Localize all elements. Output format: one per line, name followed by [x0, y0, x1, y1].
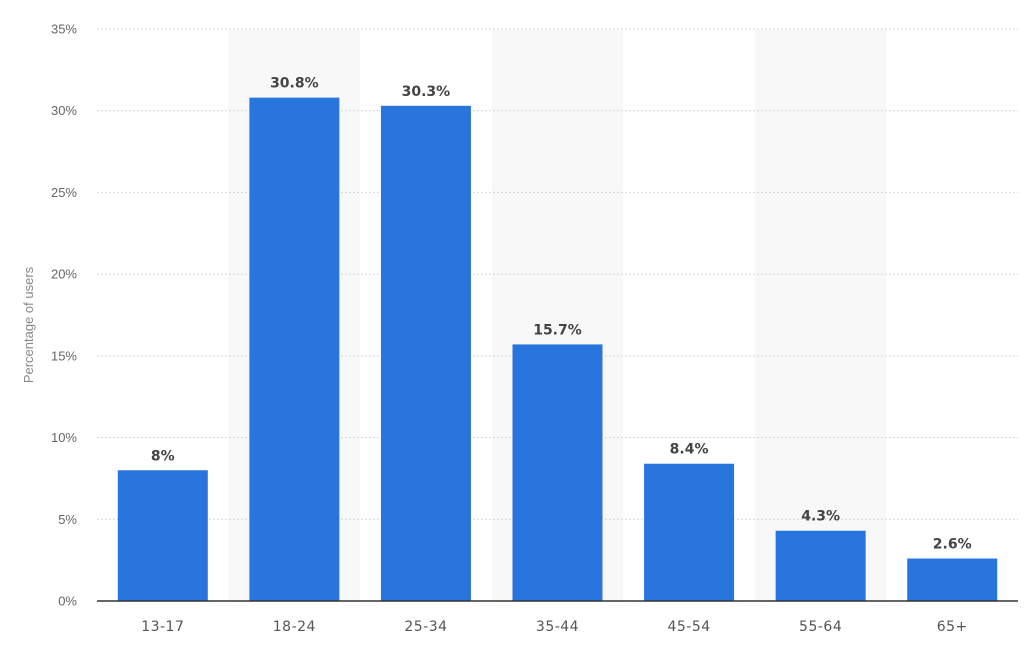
data-label: 8.4%: [670, 442, 709, 458]
y-tick-label: 35%: [51, 22, 77, 37]
x-tick-label: 25-34: [404, 619, 447, 635]
background-band: [754, 29, 887, 601]
x-tick-label: 13-17: [141, 619, 184, 635]
x-tick-label: 45-54: [667, 619, 710, 635]
y-tick-label: 0%: [58, 594, 77, 609]
x-tick-label: 65+: [937, 619, 968, 635]
x-tick-label: 35-44: [536, 619, 579, 635]
bar: [907, 558, 998, 601]
data-label: 2.6%: [933, 537, 972, 553]
bar: [644, 463, 735, 601]
y-tick-label: 20%: [51, 267, 77, 282]
x-axis-tick-labels: 13-17 18-24 25-34 35-44 45-54 55-64 65+: [141, 619, 968, 635]
bar: [249, 97, 340, 601]
bars: [117, 97, 998, 601]
y-tick-label: 15%: [51, 348, 77, 363]
y-axis-title: Percentage of users: [21, 266, 36, 383]
bar: [380, 105, 471, 601]
data-label: 8%: [151, 448, 175, 464]
x-tick-label: 55-64: [799, 619, 842, 635]
x-tick-label: 18-24: [273, 619, 316, 635]
data-label: 30.3%: [402, 84, 451, 100]
y-tick-label: 25%: [51, 185, 77, 200]
bar: [117, 470, 208, 601]
data-labels: 8% 30.8% 30.3% 15.7% 8.4% 4.3% 2.6%: [151, 76, 972, 553]
bar: [512, 344, 603, 601]
data-label: 15.7%: [533, 322, 582, 338]
y-tick-label: 10%: [51, 430, 77, 445]
y-tick-label: 5%: [58, 512, 77, 527]
data-label: 4.3%: [801, 509, 840, 525]
bar: [775, 530, 866, 601]
y-axis-tick-labels: 0% 5% 10% 15% 20% 25% 30% 35%: [51, 22, 77, 609]
data-label: 30.8%: [270, 76, 319, 92]
y-tick-label: 30%: [51, 103, 77, 118]
